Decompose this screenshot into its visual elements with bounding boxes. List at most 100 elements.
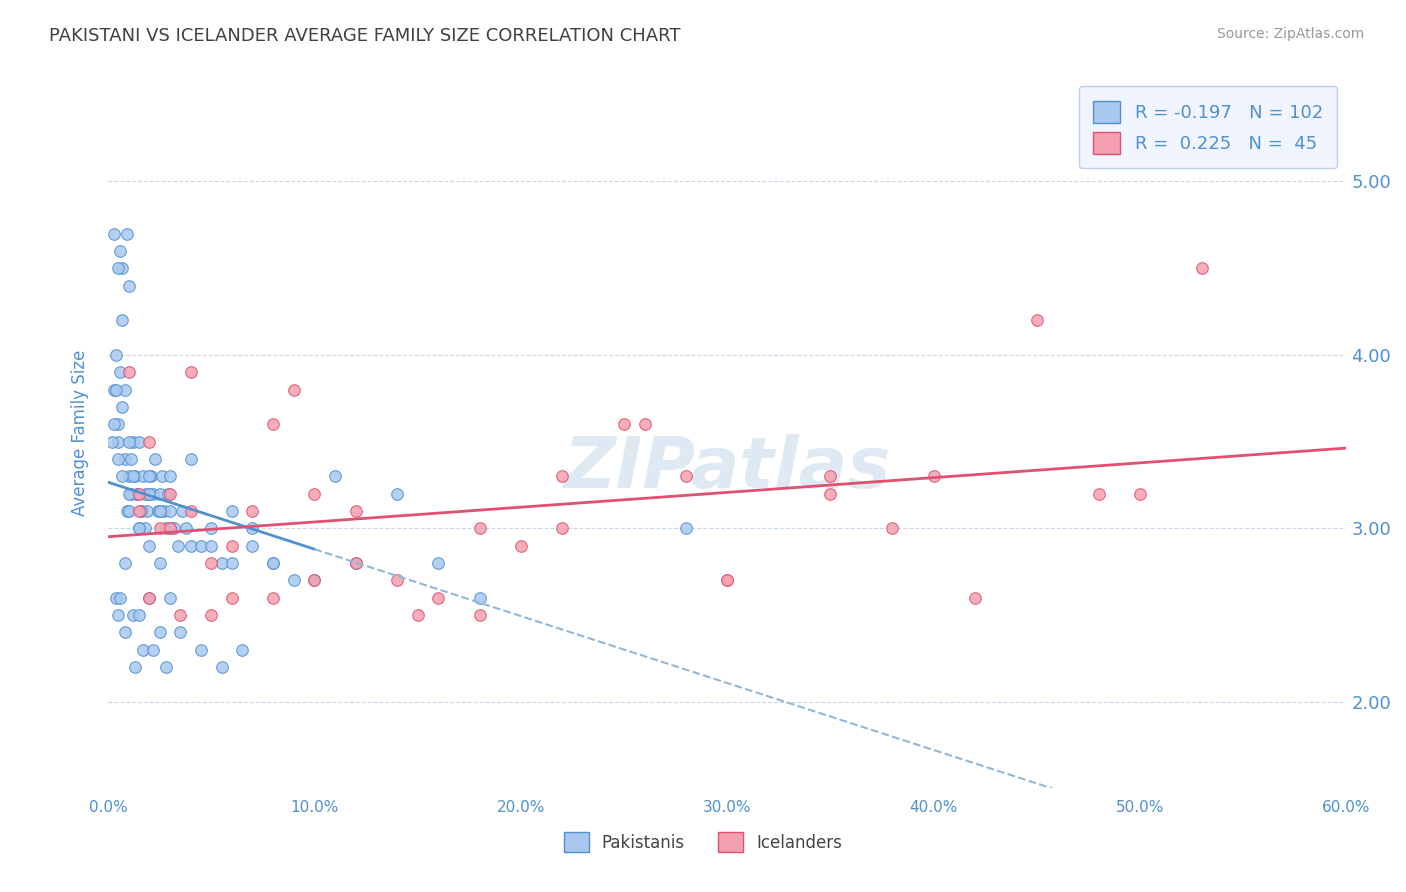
Point — [180, 452, 202, 467]
Point — [211, 660, 233, 674]
Point — [283, 574, 305, 588]
Point — [262, 556, 284, 570]
Legend: R = -0.197   N = 102, R =  0.225   N =  45: R = -0.197 N = 102, R = 0.225 N = 45 — [1078, 87, 1337, 169]
Point — [142, 642, 165, 657]
Point — [121, 607, 143, 622]
Point — [150, 469, 173, 483]
Point — [134, 521, 156, 535]
Point — [149, 625, 172, 640]
Point — [344, 556, 367, 570]
Point — [124, 469, 146, 483]
Legend: Pakistanis, Icelanders: Pakistanis, Icelanders — [550, 819, 856, 866]
Point — [107, 434, 129, 449]
Point — [114, 452, 136, 467]
Point — [304, 486, 326, 500]
Point — [221, 556, 243, 570]
Point — [155, 660, 177, 674]
Point — [141, 469, 163, 483]
Point — [114, 625, 136, 640]
Point — [103, 417, 125, 432]
Point — [551, 469, 574, 483]
Point — [242, 521, 264, 535]
Point — [117, 469, 139, 483]
Point — [468, 521, 491, 535]
Point — [159, 521, 181, 535]
Point — [115, 227, 138, 241]
Point — [105, 383, 128, 397]
Point — [128, 434, 150, 449]
Point — [180, 539, 202, 553]
Point — [101, 434, 124, 449]
Point — [427, 556, 450, 570]
Point — [221, 591, 243, 605]
Point — [200, 607, 222, 622]
Point — [1191, 261, 1213, 276]
Point — [820, 469, 842, 483]
Point — [262, 556, 284, 570]
Point — [136, 504, 159, 518]
Point — [132, 469, 155, 483]
Point — [323, 469, 346, 483]
Point — [117, 486, 139, 500]
Point — [283, 383, 305, 397]
Point — [149, 556, 172, 570]
Point — [385, 486, 408, 500]
Point — [221, 539, 243, 553]
Point — [169, 625, 191, 640]
Point — [110, 244, 132, 258]
Point — [128, 521, 150, 535]
Point — [134, 486, 156, 500]
Point — [138, 591, 160, 605]
Point — [120, 452, 142, 467]
Point — [675, 521, 697, 535]
Point — [180, 504, 202, 518]
Point — [103, 227, 125, 241]
Point — [142, 486, 165, 500]
Point — [176, 521, 198, 535]
Point — [138, 486, 160, 500]
Point — [468, 591, 491, 605]
Point — [129, 504, 152, 518]
Point — [114, 556, 136, 570]
Point — [149, 486, 172, 500]
Point — [242, 539, 264, 553]
Y-axis label: Average Family Size: Average Family Size — [72, 350, 89, 516]
Point — [221, 504, 243, 518]
Point — [117, 504, 139, 518]
Point — [138, 486, 160, 500]
Point — [110, 365, 132, 379]
Point — [105, 591, 128, 605]
Point — [169, 607, 191, 622]
Point — [613, 417, 636, 432]
Point — [190, 539, 212, 553]
Point — [304, 574, 326, 588]
Point — [262, 591, 284, 605]
Point — [107, 417, 129, 432]
Point — [128, 486, 150, 500]
Point — [427, 591, 450, 605]
Point — [200, 556, 222, 570]
Point — [138, 434, 160, 449]
Point — [145, 452, 167, 467]
Point — [468, 607, 491, 622]
Point — [128, 607, 150, 622]
Point — [167, 539, 190, 553]
Point — [103, 383, 125, 397]
Point — [509, 539, 531, 553]
Point — [163, 521, 186, 535]
Point — [211, 556, 233, 570]
Point — [190, 642, 212, 657]
Point — [1087, 486, 1109, 500]
Point — [110, 591, 132, 605]
Point — [551, 521, 574, 535]
Point — [156, 486, 179, 500]
Point — [344, 556, 367, 570]
Point — [125, 486, 148, 500]
Point — [159, 591, 181, 605]
Point — [115, 504, 138, 518]
Point — [111, 400, 134, 414]
Text: PAKISTANI VS ICELANDER AVERAGE FAMILY SIZE CORRELATION CHART: PAKISTANI VS ICELANDER AVERAGE FAMILY SI… — [49, 27, 681, 45]
Point — [124, 660, 146, 674]
Point — [111, 313, 134, 327]
Point — [121, 469, 143, 483]
